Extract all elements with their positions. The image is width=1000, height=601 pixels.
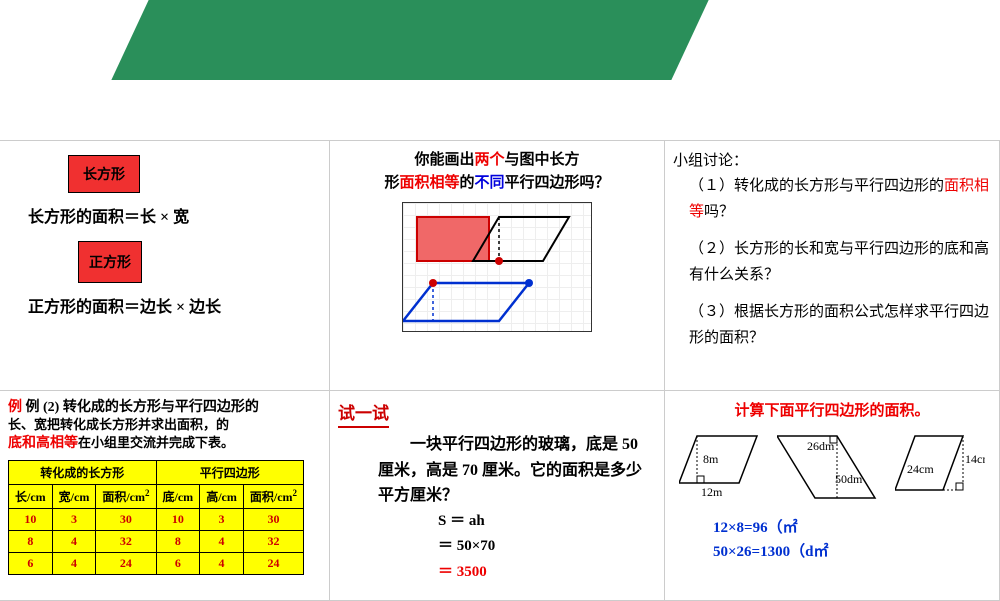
problem-body: 一块平行四边形的玻璃，底是 50 厘米，高是 70 厘米。它的面积是多少平方厘米… (378, 432, 656, 509)
discussion-title: 小组讨论： (673, 149, 991, 170)
cell-calculate-areas: 计算下面平行四边形的面积。 8m 12m 26dm 50dm (665, 391, 1000, 601)
cell-draw-parallelograms: 你能画出两个与图中长方 形面积相等的不同平行四边形吗？ (330, 141, 665, 391)
shapes-row: 8m 12m 26dm 50dm 14cm 24cm (673, 428, 991, 508)
parallelogram-1: 8m 12m (679, 428, 759, 498)
square-area-formula: 正方形的面积＝边长 × 边长 (28, 293, 321, 317)
table-header-row: 长/cm 宽/cm 面积/cm2 底/cm 高/cm 面积/cm2 (9, 484, 304, 508)
cell-try-it: 试一试 一块平行四边形的玻璃，底是 50 厘米，高是 70 厘米。它的面积是多少… (330, 391, 665, 601)
header-banner (0, 0, 1000, 140)
question-text: 你能画出两个与图中长方 形面积相等的不同平行四边形吗？ (338, 149, 656, 194)
cell-conversion-table: 例 例 (2) 转化成的长方形与平行四边形的 长、宽把转化成长方形并求出面积，的… (0, 391, 330, 601)
question-3: （３）根据长方形的面积公式怎样求平行四边形的面积？ (689, 300, 991, 351)
svg-text:14cm: 14cm (965, 452, 985, 466)
cell-group-discussion: 小组讨论： （１）转化成的长方形与平行四边形的面积相等吗？ （２）长方形的长和宽… (665, 141, 1000, 391)
cell-rect-square-formulas: 长方形 长方形的面积＝长 × 宽 正方形 正方形的面积＝边长 × 边长 (0, 141, 330, 391)
question-1: （１）转化成的长方形与平行四边形的面积相等吗？ (689, 174, 991, 225)
table-row: 1033010330 (9, 508, 304, 530)
calculation: S ＝ ah ＝ 50×70 ＝ 3500 (438, 509, 656, 586)
garbled-text: 例 例 (2) 转化成的长方形与平行四边形的 长、宽把转化成长方形并求出面积，的… (8, 399, 321, 454)
table-group-rect: 转化成的长方形 (9, 460, 157, 484)
rectangle-area-formula: 长方形的面积＝长 × 宽 (28, 203, 321, 227)
slides-grid: 长方形 长方形的面积＝长 × 宽 正方形 正方形的面积＝边长 × 边长 你能画出… (0, 140, 1000, 601)
try-it-title: 试一试 (338, 399, 389, 428)
table-row: 64246424 (9, 552, 304, 574)
svg-text:12m: 12m (701, 485, 723, 498)
question-2: （２）长方形的长和宽与平行四边形的底和高有什么关系？ (689, 237, 991, 288)
parallelogram-2: 26dm 50dm (777, 428, 877, 508)
answers: 12×8=96（㎡ 50×26=1300（d㎡ (713, 516, 991, 564)
parallelogram-3: 14cm 24cm (895, 428, 985, 503)
shapes-svg (403, 203, 593, 333)
svg-text:8m: 8m (703, 452, 719, 466)
comparison-table: 转化成的长方形平行四边形 长/cm 宽/cm 面积/cm2 底/cm 高/cm … (8, 460, 304, 575)
svg-text:24cm: 24cm (907, 462, 934, 476)
calc-title: 计算下面平行四边形的面积。 (673, 399, 991, 420)
rectangle-label-box: 长方形 (68, 155, 140, 193)
grid-diagram (402, 202, 592, 332)
svg-text:26dm: 26dm (807, 439, 835, 453)
table-row: 84328432 (9, 530, 304, 552)
square-label-box: 正方形 (78, 241, 142, 283)
green-parallelogram (111, 0, 708, 80)
table-group-para: 平行四边形 (156, 460, 304, 484)
svg-text:50dm: 50dm (835, 472, 863, 486)
